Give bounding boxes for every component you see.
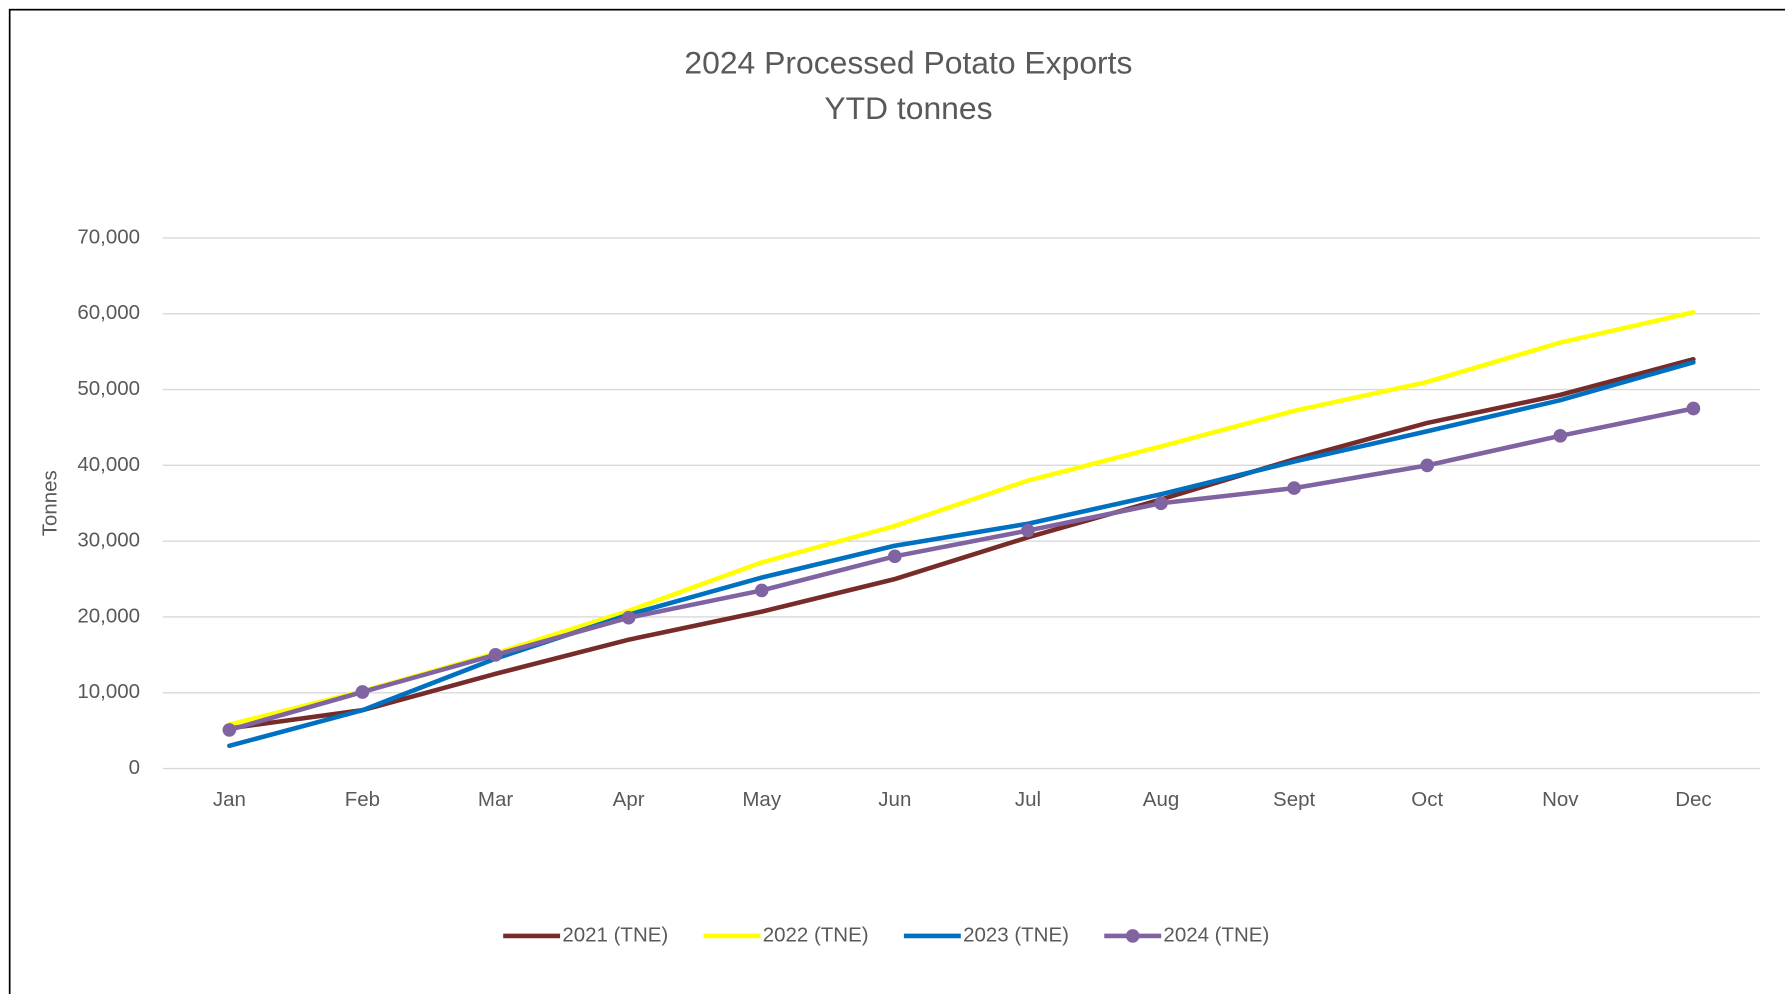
legend-label: 2022 (TNE)	[763, 923, 869, 946]
legend-label: 2023 (TNE)	[963, 923, 1069, 946]
x-tick-label: Jun	[878, 788, 911, 811]
y-tick-label: 20,000	[77, 604, 140, 627]
data-point	[355, 685, 370, 699]
chart-title: 2024 Processed Potato Exports	[684, 44, 1132, 80]
legend-label: 2024 (TNE)	[1163, 923, 1269, 946]
x-tick-label: Dec	[1675, 788, 1711, 811]
data-point	[621, 610, 636, 625]
legend-marker	[1125, 929, 1140, 943]
x-tick-label: Apr	[613, 788, 645, 811]
chart-border	[8, 8, 1785, 994]
y-tick-label: 60,000	[77, 301, 140, 324]
x-tick-label: Oct	[1411, 788, 1443, 811]
chart-subtitle: YTD tonnes	[824, 90, 992, 126]
data-point	[1686, 401, 1701, 416]
x-tick-label: Nov	[1542, 788, 1579, 811]
data-point	[1420, 458, 1435, 473]
data-point	[754, 583, 769, 598]
y-tick-label: 70,000	[77, 225, 140, 248]
data-point	[488, 648, 503, 662]
y-tick-label: 10,000	[77, 680, 140, 703]
data-point	[1021, 523, 1035, 538]
y-tick-label: 0	[129, 756, 140, 779]
y-axis-label: Tonnes	[39, 470, 62, 536]
x-tick-label: Jul	[1015, 788, 1041, 811]
data-point	[887, 549, 902, 564]
x-tick-label: Aug	[1143, 788, 1179, 811]
legend-label: 2021 (TNE)	[562, 923, 668, 946]
x-tick-label: Mar	[478, 788, 513, 811]
y-tick-label: 40,000	[77, 453, 140, 476]
data-point	[1287, 481, 1301, 495]
series-line	[227, 406, 1696, 733]
data-point	[1553, 428, 1568, 443]
y-tick-label: 30,000	[77, 529, 140, 552]
x-tick-label: Sept	[1273, 788, 1315, 811]
x-tick-label: Feb	[345, 788, 380, 811]
x-tick-label: May	[742, 788, 781, 811]
y-tick-label: 50,000	[77, 377, 140, 400]
data-point	[1154, 496, 1168, 511]
series-line	[227, 356, 1696, 731]
series-line	[227, 360, 1696, 749]
data-point	[222, 723, 237, 737]
x-tick-label: Jan	[213, 788, 246, 811]
